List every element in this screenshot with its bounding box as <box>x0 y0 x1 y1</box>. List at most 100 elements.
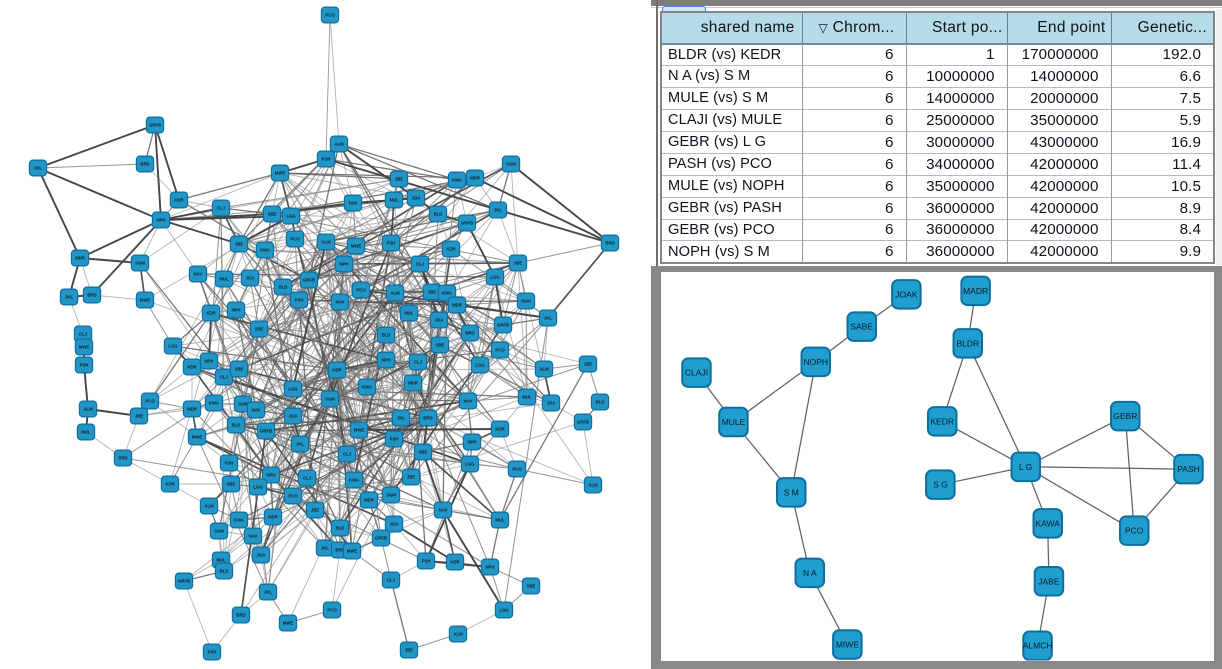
svg-text:NPH: NPH <box>339 262 348 267</box>
svg-text:PCO: PCO <box>356 288 366 293</box>
svg-text:SGM: SGM <box>521 299 531 304</box>
svg-text:CLAJI: CLAJI <box>685 368 708 378</box>
svg-text:GRFB: GRFB <box>178 579 190 584</box>
svg-text:KWA: KWA <box>349 478 359 483</box>
svg-text:NPH: NPH <box>266 473 275 478</box>
svg-text:CLJ: CLJ <box>217 206 226 211</box>
svg-text:SBE: SBE <box>235 367 244 372</box>
svg-text:MWE: MWE <box>347 549 358 554</box>
svg-text:JOA: JOA <box>289 414 298 419</box>
svg-text:ALMCH: ALMCH <box>1023 641 1053 651</box>
svg-text:PSH: PSH <box>387 241 396 246</box>
svg-text:KWA: KWA <box>260 248 270 253</box>
svg-text:MUL: MUL <box>522 395 532 400</box>
svg-text:KDR: KDR <box>450 560 460 565</box>
svg-text:NOPH: NOPH <box>804 357 829 367</box>
svg-text:SBE: SBE <box>227 482 236 487</box>
svg-text:PCO: PCO <box>327 608 337 613</box>
svg-text:ALM: ALM <box>588 483 598 488</box>
svg-text:NPH: NPH <box>231 308 240 313</box>
svg-text:BLD: BLD <box>382 333 391 338</box>
svg-text:JOA: JOA <box>435 318 444 323</box>
svg-text:JBE: JBE <box>235 242 243 247</box>
svg-text:JKL: JKL <box>321 546 329 551</box>
svg-text:JKL: JKL <box>296 442 304 447</box>
svg-text:BLD: BLD <box>232 423 241 428</box>
svg-text:GRFB: GRFB <box>375 536 387 541</box>
svg-text:LGG: LGG <box>288 387 298 392</box>
svg-text:BRD: BRD <box>87 293 96 298</box>
svg-text:BLD: BLD <box>434 212 443 217</box>
svg-text:CLJ: CLJ <box>79 332 88 337</box>
svg-text:MUL: MUL <box>404 311 414 316</box>
svg-text:NAV: NAV <box>252 408 261 413</box>
svg-text:JBE: JBE <box>405 648 413 653</box>
svg-text:PCO: PCO <box>288 494 298 499</box>
svg-text:JBE: JBE <box>428 290 436 295</box>
svg-text:MDR: MDR <box>364 498 375 503</box>
svg-text:KWA: KWA <box>442 291 452 296</box>
svg-text:LGG: LGG <box>465 462 475 467</box>
svg-text:MUL: MUL <box>389 198 399 203</box>
svg-text:ALM: ALM <box>390 291 400 296</box>
svg-text:PSH: PSH <box>208 650 217 655</box>
svg-text:GRFB: GRFB <box>260 429 272 434</box>
svg-text:KDR: KDR <box>446 247 456 252</box>
svg-text:SBE: SBE <box>527 584 536 589</box>
svg-text:ALM: ALM <box>204 504 214 509</box>
svg-text:GEBR: GEBR <box>1113 411 1137 421</box>
svg-text:KDR: KDR <box>165 482 175 487</box>
svg-text:SGM: SGM <box>214 529 224 534</box>
svg-text:PSH: PSH <box>322 157 331 162</box>
svg-text:JABE: JABE <box>1038 576 1060 586</box>
svg-text:KWA: KWA <box>452 178 462 183</box>
svg-text:BLDR: BLDR <box>956 338 979 348</box>
svg-text:JOA: JOA <box>390 522 399 527</box>
svg-text:PSH: PSH <box>295 298 304 303</box>
svg-text:L G: L G <box>1019 462 1032 472</box>
svg-text:SABE: SABE <box>850 322 873 332</box>
svg-text:MUL: MUL <box>81 430 91 435</box>
svg-text:GRFB: GRFB <box>461 221 473 226</box>
svg-text:SBE: SBE <box>514 261 523 266</box>
svg-text:JKL: JKL <box>264 590 272 595</box>
svg-text:MULE: MULE <box>722 417 746 427</box>
svg-text:JOA: JOA <box>412 196 421 201</box>
svg-text:BRD: BRD <box>140 162 149 167</box>
svg-text:CLJ: CLJ <box>343 452 352 457</box>
svg-text:MWE: MWE <box>275 171 286 176</box>
svg-text:JKL: JKL <box>65 295 73 300</box>
svg-text:NPH: NPH <box>467 440 476 445</box>
svg-text:JKL: JKL <box>34 166 42 171</box>
svg-text:PCO: PCO <box>495 348 505 353</box>
svg-text:NPH: NPH <box>381 358 390 363</box>
svg-text:LGG: LGG <box>253 485 263 490</box>
svg-text:GRFB: GRFB <box>149 123 161 128</box>
svg-text:BRD: BRD <box>118 456 127 461</box>
svg-text:JOA: JOA <box>547 401 556 406</box>
svg-text:MWE: MWE <box>192 435 203 440</box>
svg-text:NAV: NAV <box>439 508 448 513</box>
svg-text:PASH: PASH <box>1177 464 1200 474</box>
svg-text:JBE: JBE <box>135 414 143 419</box>
svg-text:LGG: LGG <box>286 214 296 219</box>
svg-text:SBE: SBE <box>268 212 277 217</box>
svg-text:NPH: NPH <box>485 565 494 570</box>
svg-text:MUL: MUL <box>495 518 505 523</box>
svg-text:PCO: PCO <box>512 467 522 472</box>
svg-text:S G: S G <box>933 480 948 490</box>
svg-text:MWE: MWE <box>140 298 151 303</box>
svg-text:S M: S M <box>784 487 799 497</box>
svg-text:KWA: KWA <box>209 401 219 406</box>
svg-text:JKL: JKL <box>544 316 552 321</box>
svg-text:PSH: PSH <box>80 363 89 368</box>
svg-text:PSH: PSH <box>390 437 399 442</box>
svg-text:MWE: MWE <box>283 621 294 626</box>
svg-text:JOA: JOA <box>246 276 255 281</box>
svg-text:ALM: ALM <box>334 142 344 147</box>
svg-text:NPH: NPH <box>204 359 213 364</box>
svg-text:NAV: NAV <box>464 399 473 404</box>
svg-text:KDR: KDR <box>187 365 197 370</box>
svg-text:KDR: KDR <box>174 198 184 203</box>
svg-text:CLJ: CLJ <box>416 262 425 267</box>
